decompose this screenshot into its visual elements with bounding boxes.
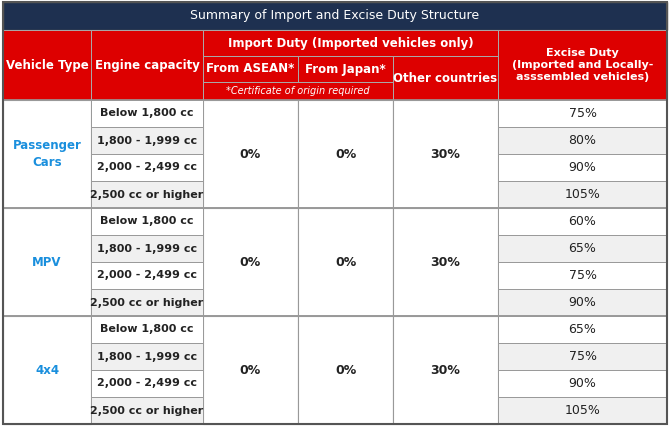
Text: 65%: 65% [569,323,596,336]
Bar [91,343,203,370]
Bar [91,154,203,181]
Text: MPV: MPV [32,255,62,268]
Text: 60%: 60% [569,215,596,228]
Bar [498,235,667,262]
Bar [91,316,203,343]
Text: Vehicle Type: Vehicle Type [5,58,88,72]
Bar [498,127,667,154]
Text: 1,800 - 1,999 cc: 1,800 - 1,999 cc [97,352,197,361]
Bar [91,181,203,208]
Bar [393,56,498,100]
Bar [498,154,667,181]
Text: 4x4: 4x4 [35,364,59,376]
Bar [498,181,667,208]
Bar [203,208,298,316]
Text: Import Duty (Imported vehicles only): Import Duty (Imported vehicles only) [228,36,473,49]
Text: From ASEAN*: From ASEAN* [206,62,295,76]
Text: Below 1,800 cc: Below 1,800 cc [100,109,194,118]
Text: 80%: 80% [569,134,596,147]
Text: 2,500 cc or higher: 2,500 cc or higher [90,190,204,199]
Text: 75%: 75% [569,269,596,282]
Bar [298,56,393,82]
Bar [91,370,203,397]
Text: Summary of Import and Excise Duty Structure: Summary of Import and Excise Duty Struct… [190,9,480,23]
Text: 0%: 0% [240,255,261,268]
Bar [3,316,91,424]
Text: 2,500 cc or higher: 2,500 cc or higher [90,298,204,307]
Bar [203,56,298,82]
Bar [3,208,91,316]
Bar [298,100,393,208]
Text: *Certificate of origin required: *Certificate of origin required [226,86,370,96]
Text: 1,800 - 1,999 cc: 1,800 - 1,999 cc [97,135,197,146]
Bar [498,370,667,397]
Text: 75%: 75% [569,350,596,363]
Text: 0%: 0% [335,255,356,268]
Text: 75%: 75% [569,107,596,120]
Bar [91,397,203,424]
Text: 0%: 0% [335,364,356,376]
Text: 0%: 0% [335,147,356,161]
Text: Excise Duty
(Imported and Locally-
asssembled vehicles): Excise Duty (Imported and Locally- assse… [512,48,653,82]
Text: 30%: 30% [431,147,460,161]
Text: Other countries: Other countries [393,72,498,85]
Bar [3,2,667,30]
Text: 2,000 - 2,499 cc: 2,000 - 2,499 cc [97,271,197,280]
Text: 90%: 90% [569,377,596,390]
Bar [498,343,667,370]
Bar [498,100,667,127]
Bar [298,208,393,316]
Text: Passenger
Cars: Passenger Cars [13,139,82,169]
Bar [91,30,203,100]
Bar [498,208,667,235]
Bar [3,316,667,424]
Bar [3,100,91,208]
Text: 65%: 65% [569,242,596,255]
Bar [498,30,667,100]
Bar [298,316,393,424]
Text: 2,500 cc or higher: 2,500 cc or higher [90,405,204,416]
Text: 2,000 - 2,499 cc: 2,000 - 2,499 cc [97,379,197,388]
Bar [3,208,667,316]
Text: 0%: 0% [240,364,261,376]
Text: 105%: 105% [565,188,600,201]
Bar [203,30,498,56]
Bar [498,289,667,316]
Bar [393,208,498,316]
Text: Below 1,800 cc: Below 1,800 cc [100,324,194,335]
Bar [393,316,498,424]
Text: 30%: 30% [431,255,460,268]
Bar [498,262,667,289]
Text: 90%: 90% [569,161,596,174]
Text: 105%: 105% [565,404,600,417]
Bar [203,316,298,424]
Text: From Japan*: From Japan* [305,62,386,76]
Text: Engine capacity: Engine capacity [94,58,200,72]
Bar [498,397,667,424]
Text: 30%: 30% [431,364,460,376]
Bar [3,30,91,100]
Text: 0%: 0% [240,147,261,161]
Bar [393,100,498,208]
Text: 2,000 - 2,499 cc: 2,000 - 2,499 cc [97,162,197,173]
Bar [91,289,203,316]
Bar [91,127,203,154]
Text: 1,800 - 1,999 cc: 1,800 - 1,999 cc [97,243,197,254]
Text: Below 1,800 cc: Below 1,800 cc [100,217,194,227]
Bar [91,235,203,262]
Bar [498,316,667,343]
Bar [91,208,203,235]
Bar [3,100,667,208]
Bar [91,100,203,127]
Bar [203,82,393,100]
Bar [91,262,203,289]
Bar [203,100,298,208]
Text: 90%: 90% [569,296,596,309]
